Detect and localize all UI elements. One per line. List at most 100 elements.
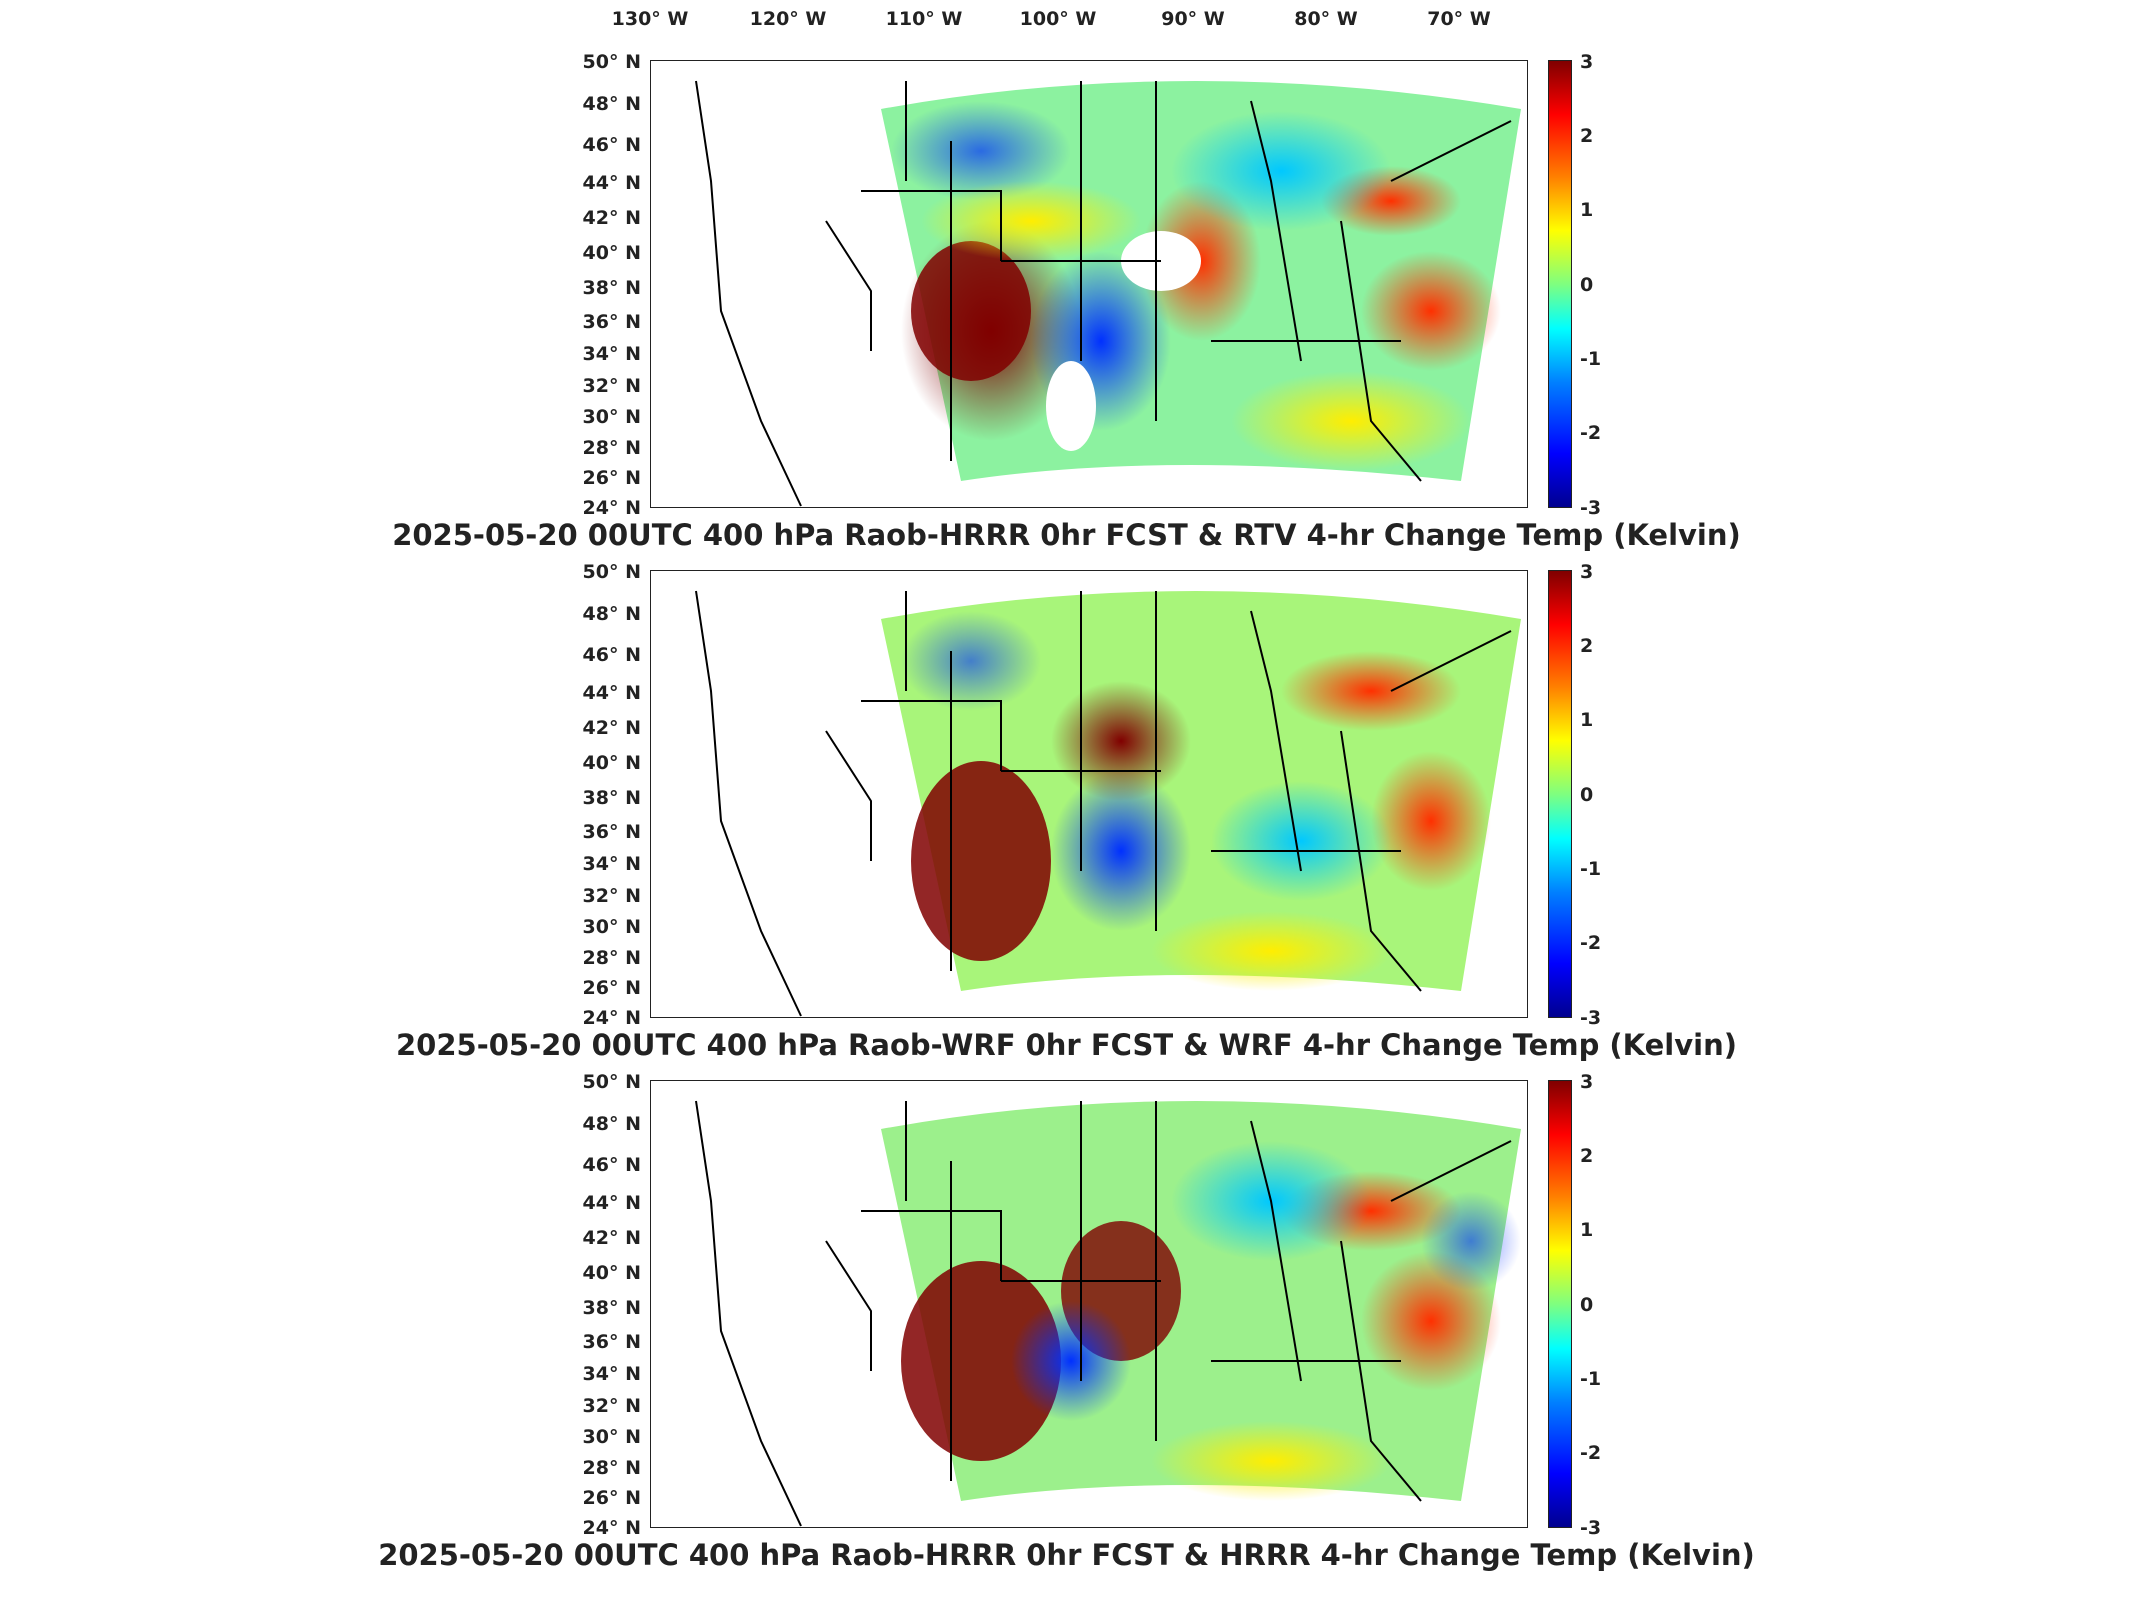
lat-label: 32° N <box>582 375 641 397</box>
colorbar-tick: 3 <box>1580 561 1594 583</box>
colorbar-tick: 1 <box>1580 199 1594 221</box>
map-panel-rtv: 50° N 48° N 46° N 44° N 42° N 40° N 38° … <box>0 0 2133 552</box>
state-boundaries <box>695 1100 1512 1527</box>
cool-anomaly <box>1211 781 1391 901</box>
cold-anomaly <box>891 101 1071 201</box>
colorbar-tick: 2 <box>1580 125 1594 147</box>
warm-anomaly <box>1361 251 1501 371</box>
colorbar-tick: -3 <box>1580 497 1602 519</box>
lat-label: 30° N <box>582 406 641 428</box>
lat-label: 50° N <box>582 51 641 73</box>
lat-label: 42° N <box>582 207 641 229</box>
lat-label: 34° N <box>582 343 641 365</box>
lon-label-120w: 120° W <box>749 8 827 30</box>
colorbar <box>1548 60 1572 508</box>
lat-label: 46° N <box>582 134 641 156</box>
map-panel-hrrr: 50° N 48° N 46° N 44° N 42° N 40° N 38° … <box>0 1020 2133 1572</box>
lat-label: 24° N <box>582 1007 641 1029</box>
colorbar <box>1548 570 1572 1018</box>
colorbar-tick: 1 <box>1580 709 1594 731</box>
lat-label: 34° N <box>582 1363 641 1385</box>
cold-anomaly <box>1421 1191 1521 1291</box>
lat-label: 32° N <box>582 885 641 907</box>
warm-anomaly <box>1151 1421 1391 1501</box>
lat-label: 24° N <box>582 1517 641 1539</box>
lat-label: 48° N <box>582 1113 641 1135</box>
colorbar-tick: -2 <box>1580 1442 1602 1464</box>
lat-label: 28° N <box>582 1457 641 1479</box>
cool-anomaly <box>1171 111 1391 231</box>
lon-label-100w: 100° W <box>1019 8 1097 30</box>
map-area <box>650 60 1528 508</box>
lat-label: 44° N <box>582 682 641 704</box>
lat-label: 40° N <box>582 752 641 774</box>
colorbar-tick: 2 <box>1580 635 1594 657</box>
warm-anomaly <box>1281 651 1461 731</box>
lat-label: 24° N <box>582 497 641 519</box>
panel-title: 2025-05-20 00UTC 400 hPa Raob-HRRR 0hr F… <box>378 1538 1755 1572</box>
warm-anomaly <box>1371 751 1491 891</box>
lat-label: 48° N <box>582 603 641 625</box>
lat-label: 44° N <box>582 172 641 194</box>
panel-title: 2025-05-20 00UTC 400 hPa Raob-HRRR 0hr F… <box>392 518 1741 552</box>
lat-label: 44° N <box>582 1192 641 1214</box>
colorbar-tick: -1 <box>1580 1368 1602 1390</box>
colorbar-tick: 1 <box>1580 1219 1594 1241</box>
lat-label: 30° N <box>582 916 641 938</box>
warm-anomaly <box>1051 681 1191 801</box>
warm-anomaly <box>1151 911 1391 991</box>
colorbar-tick: -1 <box>1580 858 1602 880</box>
lon-label-130w: 130° W <box>611 8 689 30</box>
colorbar-tick: -2 <box>1580 422 1602 444</box>
map-panel-wrf: 50° N 48° N 46° N 44° N 42° N 40° N 38° … <box>0 510 2133 1062</box>
lon-label-80w: 80° W <box>1294 8 1358 30</box>
colorbar-tick: -2 <box>1580 932 1602 954</box>
lat-label: 42° N <box>582 1227 641 1249</box>
lat-label: 32° N <box>582 1395 641 1417</box>
lat-label: 26° N <box>582 1487 641 1509</box>
cold-anomaly <box>1011 1301 1131 1421</box>
colorbar-tick: 3 <box>1580 1071 1594 1093</box>
lat-label: 36° N <box>582 311 641 333</box>
lat-label: 46° N <box>582 644 641 666</box>
lat-label: 38° N <box>582 277 641 299</box>
lat-label: 42° N <box>582 717 641 739</box>
warm-anomaly <box>911 761 1051 961</box>
colorbar-tick: 0 <box>1580 274 1594 296</box>
temperature-map <box>695 1100 1521 1527</box>
lat-label: 38° N <box>582 1297 641 1319</box>
lat-label: 30° N <box>582 1426 641 1448</box>
lat-label: 40° N <box>582 1262 641 1284</box>
temperature-map <box>695 80 1521 507</box>
panel-title: 2025-05-20 00UTC 400 hPa Raob-WRF 0hr FC… <box>395 1028 1737 1062</box>
lat-label: 26° N <box>582 977 641 999</box>
state-boundaries <box>695 590 1512 1017</box>
map-area <box>650 570 1528 1018</box>
lat-label: 38° N <box>582 787 641 809</box>
lat-label: 34° N <box>582 853 641 875</box>
colorbar-tick: -3 <box>1580 1517 1602 1539</box>
lat-label: 36° N <box>582 1331 641 1353</box>
colorbar <box>1548 1080 1572 1528</box>
colorbar-tick: -1 <box>1580 348 1602 370</box>
warm-anomaly <box>921 181 1141 261</box>
lat-label: 50° N <box>582 1071 641 1093</box>
lat-label: 48° N <box>582 93 641 115</box>
warm-anomaly <box>911 241 1031 381</box>
missing-data <box>1046 361 1096 451</box>
lat-label: 50° N <box>582 561 641 583</box>
warm-anomaly <box>1231 371 1471 471</box>
map-area <box>650 1080 1528 1528</box>
colorbar-tick: 0 <box>1580 784 1594 806</box>
lat-label: 36° N <box>582 821 641 843</box>
lat-label: 40° N <box>582 242 641 264</box>
lon-label-70w: 70° W <box>1427 8 1491 30</box>
colorbar-tick: 3 <box>1580 51 1594 73</box>
lat-label: 28° N <box>582 947 641 969</box>
colorbar-tick: 2 <box>1580 1145 1594 1167</box>
lon-label-90w: 90° W <box>1161 8 1225 30</box>
warm-anomaly <box>901 1261 1061 1461</box>
colorbar-tick: -3 <box>1580 1007 1602 1029</box>
lat-label: 28° N <box>582 437 641 459</box>
